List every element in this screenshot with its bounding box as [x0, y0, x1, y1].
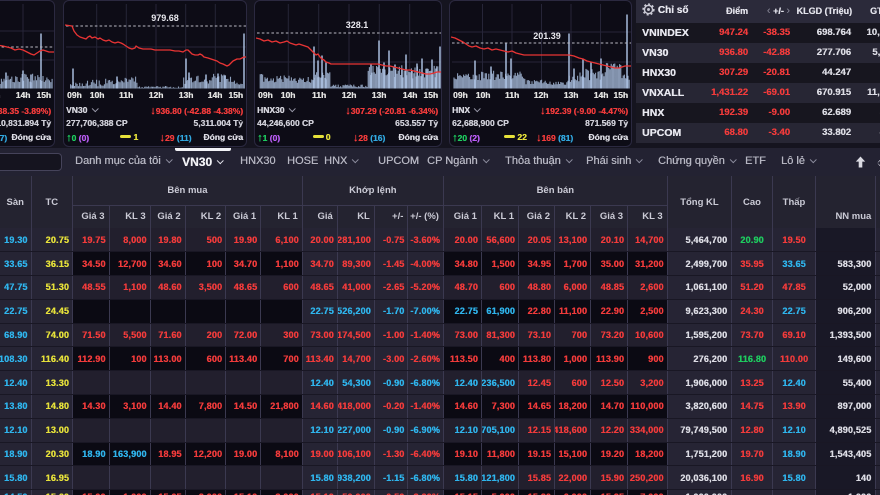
- svg-text:201.39: 201.39: [533, 31, 561, 41]
- svg-text:979.68: 979.68: [151, 13, 179, 23]
- svg-text:328.1: 328.1: [346, 20, 369, 30]
